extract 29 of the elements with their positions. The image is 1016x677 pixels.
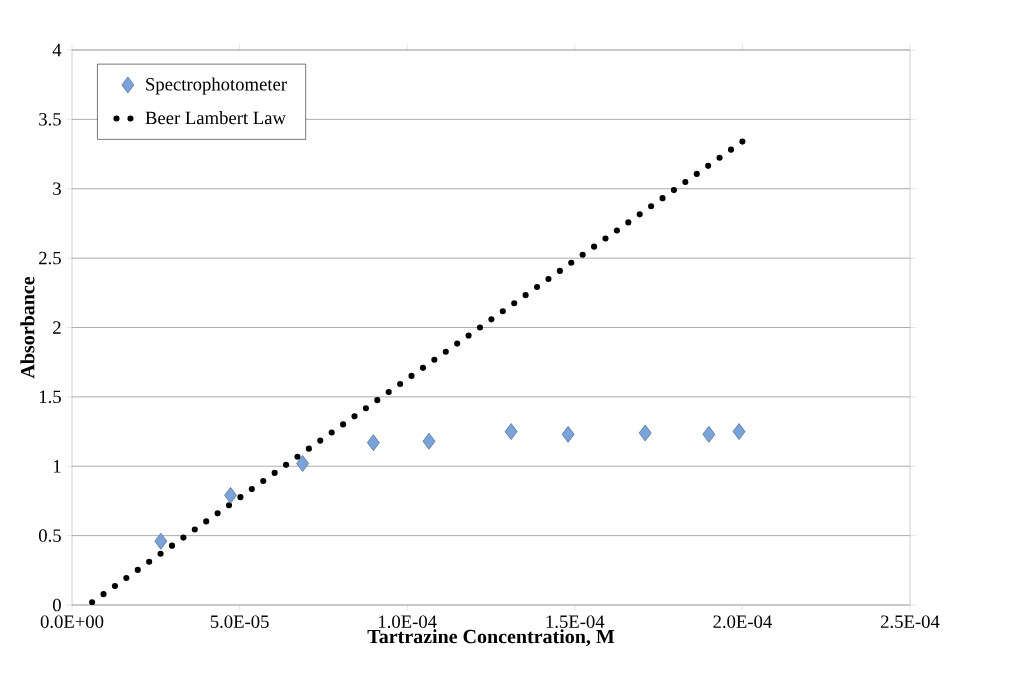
x-tick-label: 1.0E-04 [379,615,437,629]
y-axis-title: Absorbance [20,276,35,379]
y-tick-label: 2.5 [39,251,61,265]
x-axis-title: Tartrazine Concentration, M [367,629,615,647]
point [296,455,310,472]
point [732,423,746,440]
y-tick-label: 1 [53,460,61,473]
point [702,425,716,443]
point [154,532,168,550]
point [224,486,237,504]
y-tick-label: 3 [53,182,61,196]
x-tick-label: 2.5E-04 [881,615,940,629]
y-tick-label: 0 [52,598,61,612]
point [366,434,380,452]
y-tick-label: 2 [53,321,61,334]
x-tick-label: 0.0E+00 [40,615,104,629]
x-tick-label: 2.0E-04 [713,615,772,629]
legend-label: Spectrophotometer [146,77,287,95]
point [561,425,575,443]
x-tick-label: 5.0E-05 [210,615,269,629]
x-tick-label: 1.5E-04 [546,615,605,629]
y-tick-label: 4 [52,43,62,57]
y-tick-label: 0.5 [38,529,61,542]
point [638,424,652,442]
y-tick-label: 3.5 [39,113,61,126]
point [422,432,436,450]
legend-label: Beer Lambert Law [145,111,286,125]
y-tick-label: 1.5 [39,390,61,404]
point [504,423,518,440]
